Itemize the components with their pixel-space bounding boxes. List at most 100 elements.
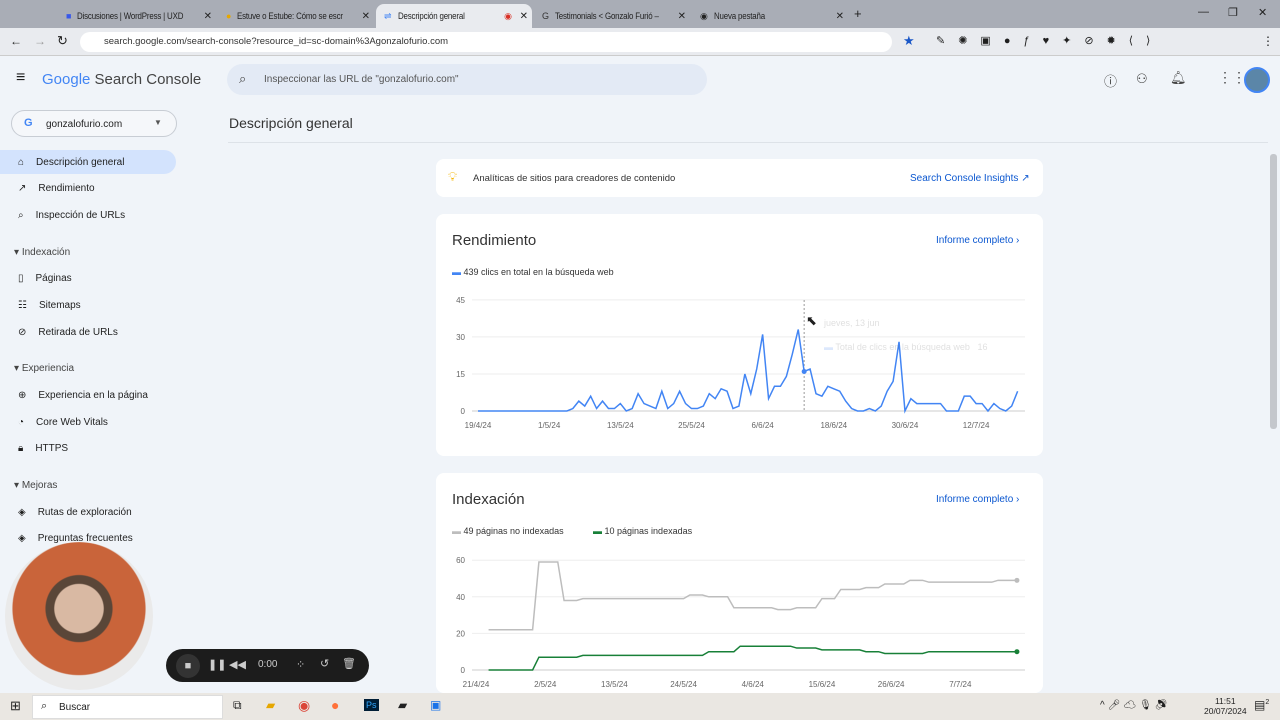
reload-button[interactable]: ↻ [57,33,68,48]
sidebar-item-experiencia-pagina[interactable]: ⊕ Experiencia en la página [18,389,148,401]
close-tab-icon[interactable]: ✕ [519,10,528,22]
sidebar-item-inspeccion-urls[interactable]: ⌕ Inspección de URLs [18,209,126,221]
search-console-insights-link[interactable]: Search Console Insights ↗ [910,173,1030,184]
pages-icon: ▯ [18,272,24,284]
x-tick-label: 19/4/24 [465,421,492,430]
sidebar-item-sitemaps[interactable]: ☷ Sitemaps [18,299,81,311]
removal-icon: ⊘ [18,326,27,338]
y-tick-label: 45 [456,296,465,305]
task-view-icon[interactable]: ⧉ [233,698,242,712]
notifications-icon[interactable]: ▤2 [1254,698,1270,712]
app-icon[interactable]: ▣ [430,698,442,712]
section-experiencia[interactable]: ▾ Experiencia [14,363,75,374]
sidebar-item-paginas[interactable]: ▯ Páginas [18,272,72,284]
search-icon: ⌕ [239,71,247,86]
apps-grid-icon[interactable]: ⋮⋮ [1218,69,1246,85]
webcam-overlay[interactable] [5,542,153,690]
x-tick-label: 15/6/24 [809,680,836,689]
search-console-icon: ⇌ [384,10,392,21]
x-tick-label: 25/5/24 [678,421,705,430]
tab-estuve[interactable]: ● Estuve o Estube: Cómo se escr ✕ [226,10,370,22]
photoshop-icon[interactable]: Ps [364,699,379,711]
y-tick-label: 0 [461,666,466,675]
property-selector[interactable]: G gonzalofurio.com ▼ [11,110,177,137]
mouse-cursor-icon: ⬉ [806,313,817,328]
file-explorer-icon[interactable]: ▰ [266,698,276,712]
scrollbar[interactable] [1270,154,1277,429]
account-avatar[interactable] [1244,67,1270,93]
y-tick-label: 0 [461,407,466,416]
notifications-bell-icon[interactable]: 🔔︎ [1170,70,1187,85]
sidebar-item-core-web-vitals[interactable]: ◔ Core Web Vitals [18,416,108,428]
pause-button[interactable]: ❚❚ [208,659,227,671]
tab-testimonials[interactable]: G Testimonials < Gonzalo Furió – ✕ [542,10,686,22]
speed-icon: ◔ [18,416,25,428]
performance-card: Rendimiento Informe completo › ▬ 439 cli… [436,214,1043,456]
x-tick-label: 13/5/24 [601,680,628,689]
search-icon: ⌕ [41,700,48,712]
legend-indexed[interactable]: ▬ 10 páginas indexadas [593,526,693,536]
y-tick-label: 30 [456,333,465,342]
x-tick-label: 6/6/24 [752,421,775,430]
section-mejoras[interactable]: ▾ Mejoras [14,480,58,491]
close-tab-icon[interactable]: ✕ [677,10,686,22]
not-indexed-series-line [488,561,1017,631]
performance-legend[interactable]: ▬ 439 clics en total en la búsqueda web [452,267,614,277]
tab-discusiones[interactable]: ■ Discusiones | WordPress | UXD ✕ [66,10,212,22]
x-tick-label: 12/7/24 [963,421,990,430]
restore-button[interactable]: ❐ [1228,7,1238,19]
indexing-chart[interactable]: 0 20 40 60 21/4/24 2/5/24 13/5/24 24/5/24 4/6/24… [440,545,1040,695]
sidebar-item-rutas-exploracion[interactable]: ◈ Rutas de exploración [18,506,132,518]
wordpress-icon: ■ [66,11,72,21]
hamburger-menu-icon[interactable]: ≡ [16,69,26,86]
url-inspection-search[interactable]: ⌕ Inspeccionar las URL de "gonzalofurio.… [227,64,707,95]
firefox-icon[interactable]: ● [331,697,340,713]
grid-button[interactable]: ⁘ [296,659,306,671]
clock[interactable]: 11:51 20/07/2024 [1204,696,1247,716]
user-settings-icon[interactable]: ⚇ [1136,71,1148,86]
sidebar-item-descripcion-general[interactable]: ⌂ Descripción general [0,150,176,174]
recording-time: 0:00 [258,659,278,670]
close-tab-icon[interactable]: ✕ [361,10,370,22]
bookmark-star-icon[interactable]: ★ [903,33,915,48]
close-tab-icon[interactable]: ✕ [835,10,844,22]
stop-button[interactable]: ■ [176,654,200,678]
minimize-button[interactable]: — [1198,6,1209,18]
x-tick-label: 1/5/24 [538,421,561,430]
delete-button[interactable]: 🗑︎ [342,658,356,670]
forward-button[interactable]: → [34,34,46,48]
chevron-down-icon: ▼ [154,118,162,127]
sticky-notes-icon[interactable]: ▰ [398,698,408,712]
taskbar-search[interactable]: ⌕ Buscar [32,695,223,719]
tab-descripcion-general[interactable]: ⇌ Descripción general ◉ ✕ [376,4,532,28]
restart-button[interactable]: ↺ [320,658,330,670]
indexing-full-report-link[interactable]: Informe completo › [936,494,1020,505]
legend-swatch: ▬ [452,526,461,536]
rewind-button[interactable]: ◀◀ [229,659,246,671]
close-tab-icon[interactable]: ✕ [203,10,212,22]
sidebar-item-https[interactable]: 🔒︎ HTTPS [18,442,69,454]
x-tick-label: 7/7/24 [949,680,972,689]
sidebar-item-rendimiento[interactable]: ↗ Rendimiento [18,182,95,194]
legend-not-indexed[interactable]: ▬ 49 páginas no indexadas [452,526,564,536]
plus-circle-icon: ⊕ [18,389,27,401]
section-indexacion[interactable]: ▾ Indexación [14,247,71,258]
logo[interactable]: Google Search Console [42,71,202,88]
url-field[interactable]: search.google.com/search-console?resourc… [80,32,892,52]
performance-full-report-link[interactable]: Informe completo › [936,235,1020,246]
new-tab-button[interactable]: + [854,6,862,21]
back-button[interactable]: ← [10,34,22,48]
y-tick-label: 40 [456,593,465,602]
extensions-icons[interactable]: ✎✺▣●ƒ♥✦⊘✹⟨⟩ [936,35,1164,47]
chrome-icon[interactable]: ◉ [298,697,311,713]
performance-chart[interactable]: 0 15 30 45 19/4/24 1/5/24 13/5/24 25/5/24 6/6/24… [440,290,1040,440]
close-window-button[interactable]: ✕ [1258,7,1268,19]
system-tray-icons[interactable]: ^🎤︎☁︎🎙︎🔊︎ [1100,700,1171,711]
menu-icon[interactable]: ⋮ [1262,34,1274,48]
legend-swatch: ▬ [593,526,602,536]
tab-nueva-pestana[interactable]: ◉ Nueva pestaña ✕ [700,10,844,22]
windows-start-icon[interactable]: ⊞ [10,698,21,713]
sidebar-item-preguntas-frecuentes[interactable]: ◈ Preguntas frecuentes [18,532,133,544]
help-icon[interactable]: ⓘ [1104,74,1118,89]
sidebar-item-retirada-urls[interactable]: ⊘ Retirada de URLs [18,326,118,338]
